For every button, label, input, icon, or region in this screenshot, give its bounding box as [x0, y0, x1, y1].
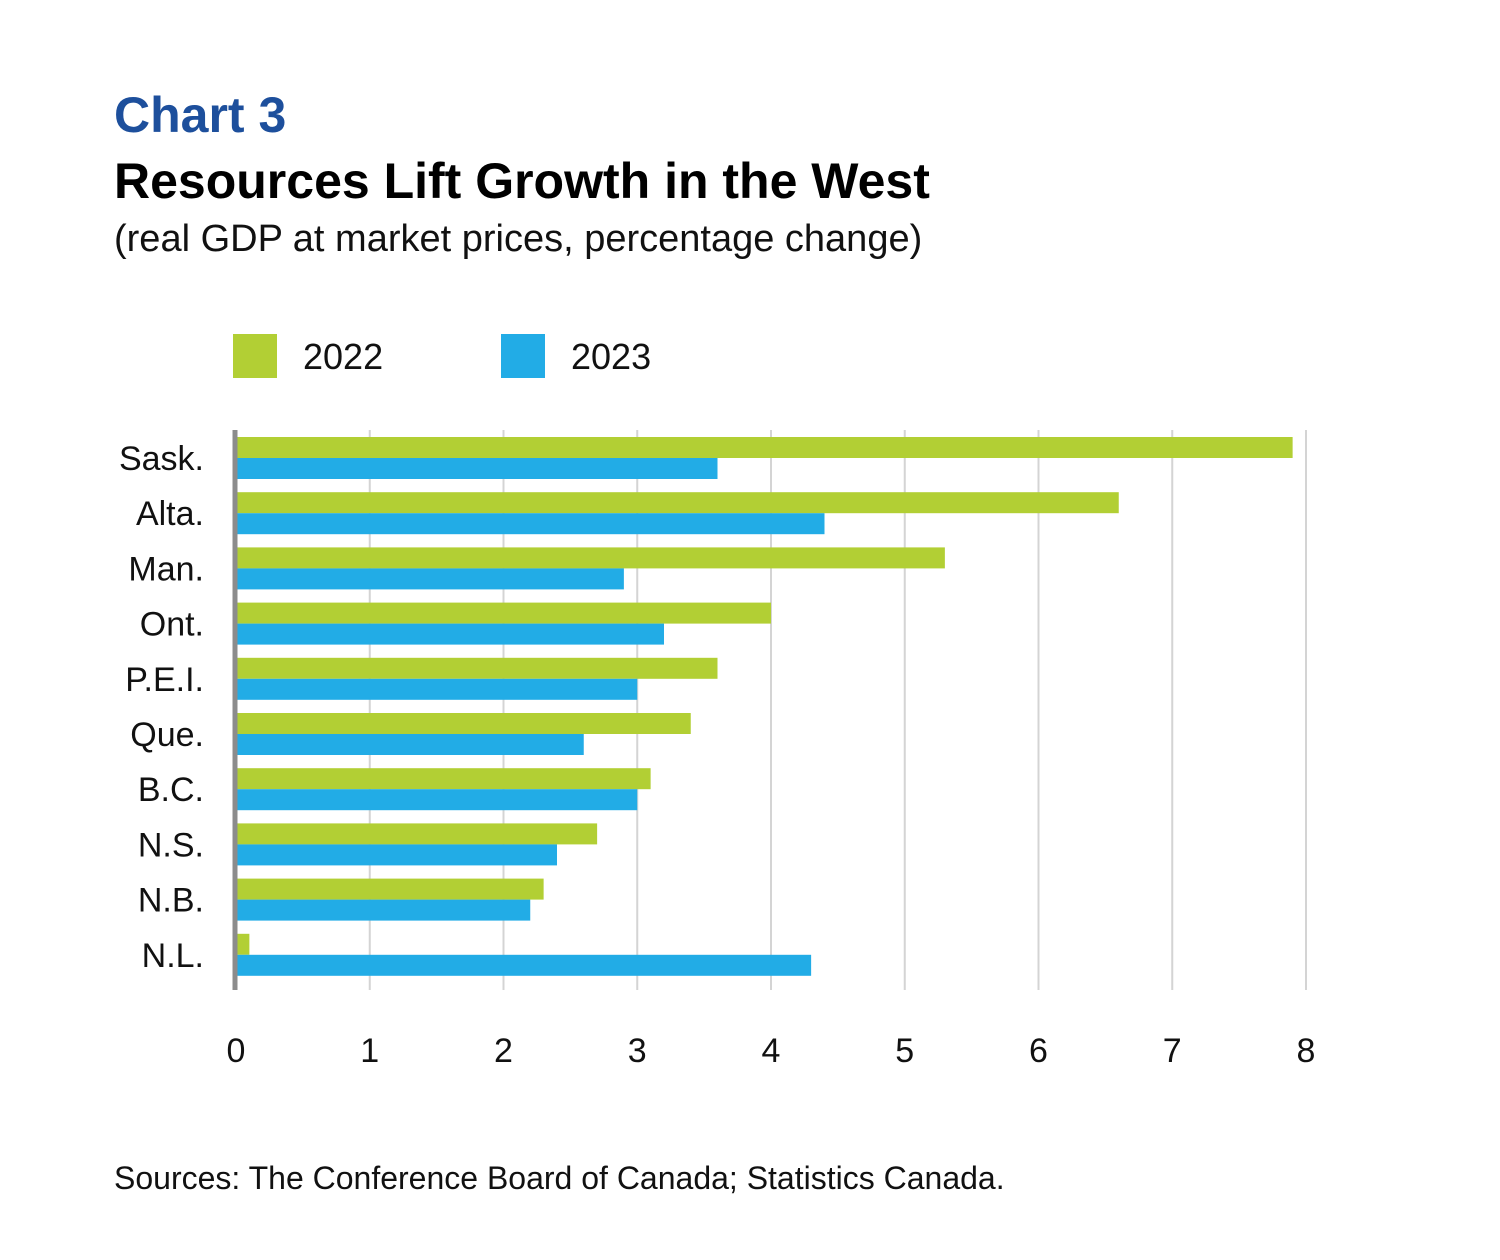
legend-swatch-2023	[501, 334, 545, 378]
x-tick-label: 6	[1029, 1032, 1048, 1070]
bar-bc-2023	[236, 789, 638, 811]
bar-nl-2023	[236, 954, 812, 976]
bar-nb-2023	[236, 899, 531, 921]
bar-pei-2022	[236, 657, 718, 679]
x-tick-label: 0	[227, 1032, 246, 1070]
bar-ont-2023	[236, 623, 664, 645]
category-label: Man.	[128, 550, 204, 588]
bar-alta-2022	[236, 492, 1119, 514]
category-label: N.B.	[138, 882, 204, 920]
legend-swatch-2022	[233, 334, 277, 378]
category-label: Sask.	[119, 440, 204, 478]
category-label: Que.	[130, 716, 204, 754]
bars	[236, 437, 1293, 976]
x-tick-labels: 0 1 2 3 4 5 6 7 8	[227, 1032, 1316, 1070]
category-label: B.C.	[138, 771, 204, 809]
bar-ns-2022	[236, 823, 598, 845]
bar-ns-2023	[236, 844, 557, 866]
legend-label-2023: 2023	[571, 336, 652, 377]
source-note: Sources: The Conference Board of Canada;…	[114, 1160, 1005, 1196]
bar-chart: Sask. Alta. Man. Ont. P.E.I. Que. B.C. N.S. N.B.…	[119, 430, 1316, 1070]
bar-pei-2023	[236, 678, 638, 700]
bar-que-2022	[236, 713, 691, 734]
bar-nl-2022	[236, 933, 250, 955]
category-label: Alta.	[136, 495, 204, 533]
category-labels: Sask. Alta. Man. Ont. P.E.I. Que. B.C. N.S. N.B.…	[119, 440, 204, 975]
category-label: N.L.	[142, 937, 204, 975]
x-tick-label: 8	[1297, 1032, 1316, 1070]
category-label: Ont.	[140, 606, 204, 644]
bar-que-2023	[236, 734, 584, 755]
x-tick-label: 5	[895, 1032, 914, 1070]
chart-title: Resources Lift Growth in the West	[114, 153, 930, 209]
bar-sask-2023	[236, 458, 718, 479]
bar-bc-2022	[236, 768, 651, 790]
bar-alta-2023	[236, 513, 825, 535]
x-tick-label: 1	[360, 1032, 379, 1070]
bar-ont-2022	[236, 602, 771, 624]
x-tick-label: 2	[494, 1032, 513, 1070]
legend-label-2022: 2022	[303, 336, 384, 377]
bar-man-2022	[236, 547, 945, 569]
bar-sask-2022	[236, 437, 1293, 458]
category-label: N.S.	[138, 826, 204, 864]
x-tick-label: 4	[762, 1032, 781, 1070]
category-label: P.E.I.	[125, 661, 204, 699]
chart-subtitle: (real GDP at market prices, percentage c…	[114, 218, 923, 260]
x-tick-label: 3	[628, 1032, 647, 1070]
x-tick-label: 7	[1163, 1032, 1182, 1070]
bar-nb-2022	[236, 878, 544, 900]
bar-man-2023	[236, 568, 624, 590]
chart-label: Chart 3	[114, 87, 287, 143]
